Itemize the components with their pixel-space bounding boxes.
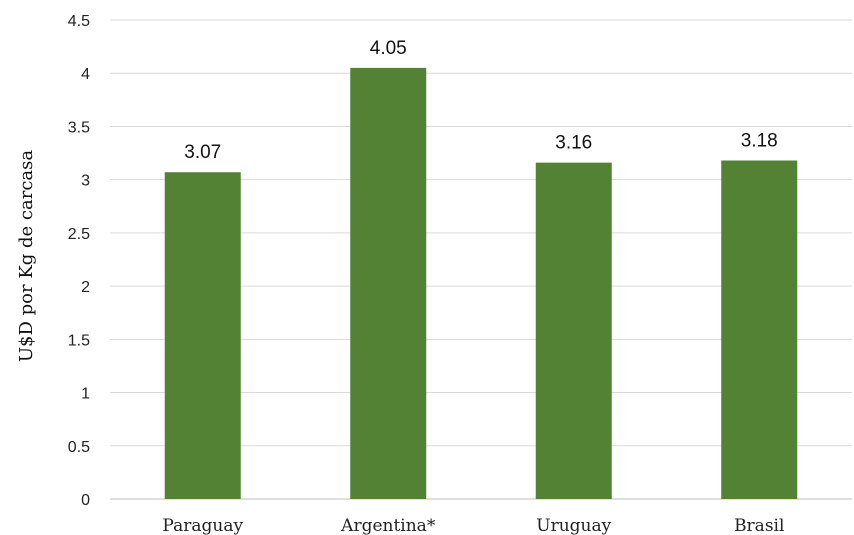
y-tick-label: 3 [81, 173, 90, 190]
x-tick-label: Uruguay [536, 516, 611, 535]
y-axis-label: U$D por Kg de carcasa [16, 150, 37, 363]
y-tick-label: 2.5 [68, 226, 90, 243]
bar [721, 160, 798, 500]
y-tick-label: 3.5 [68, 119, 90, 136]
y-tick-label: 1.5 [68, 332, 90, 349]
y-tick-label: 0 [81, 492, 90, 509]
bar [350, 67, 427, 500]
x-axis-ticks: Paraguay Argentina* Uruguay Brasil [162, 516, 784, 535]
bar [535, 162, 612, 499]
y-tick-label: 4.5 [68, 13, 90, 30]
y-tick-label: 0.5 [68, 439, 90, 456]
y-tick-label: 4 [81, 66, 90, 83]
x-tick-label: Paraguay [162, 516, 243, 535]
x-tick-label: Brasil [734, 516, 784, 535]
data-label: 3.16 [555, 133, 592, 154]
data-labels: 3.07 4.05 3.16 3.18 [184, 38, 777, 163]
data-label: 3.18 [741, 131, 778, 152]
data-label: 3.07 [184, 142, 221, 163]
y-axis-ticks: 0 0.5 1 1.5 2 2.5 3 3.5 4 4.5 [68, 13, 90, 509]
y-tick-label: 1 [81, 386, 90, 403]
bars [164, 67, 798, 500]
x-tick-label: Argentina* [340, 516, 436, 535]
bar [164, 172, 241, 499]
data-label: 4.05 [370, 38, 407, 59]
y-tick-label: 2 [81, 279, 90, 296]
